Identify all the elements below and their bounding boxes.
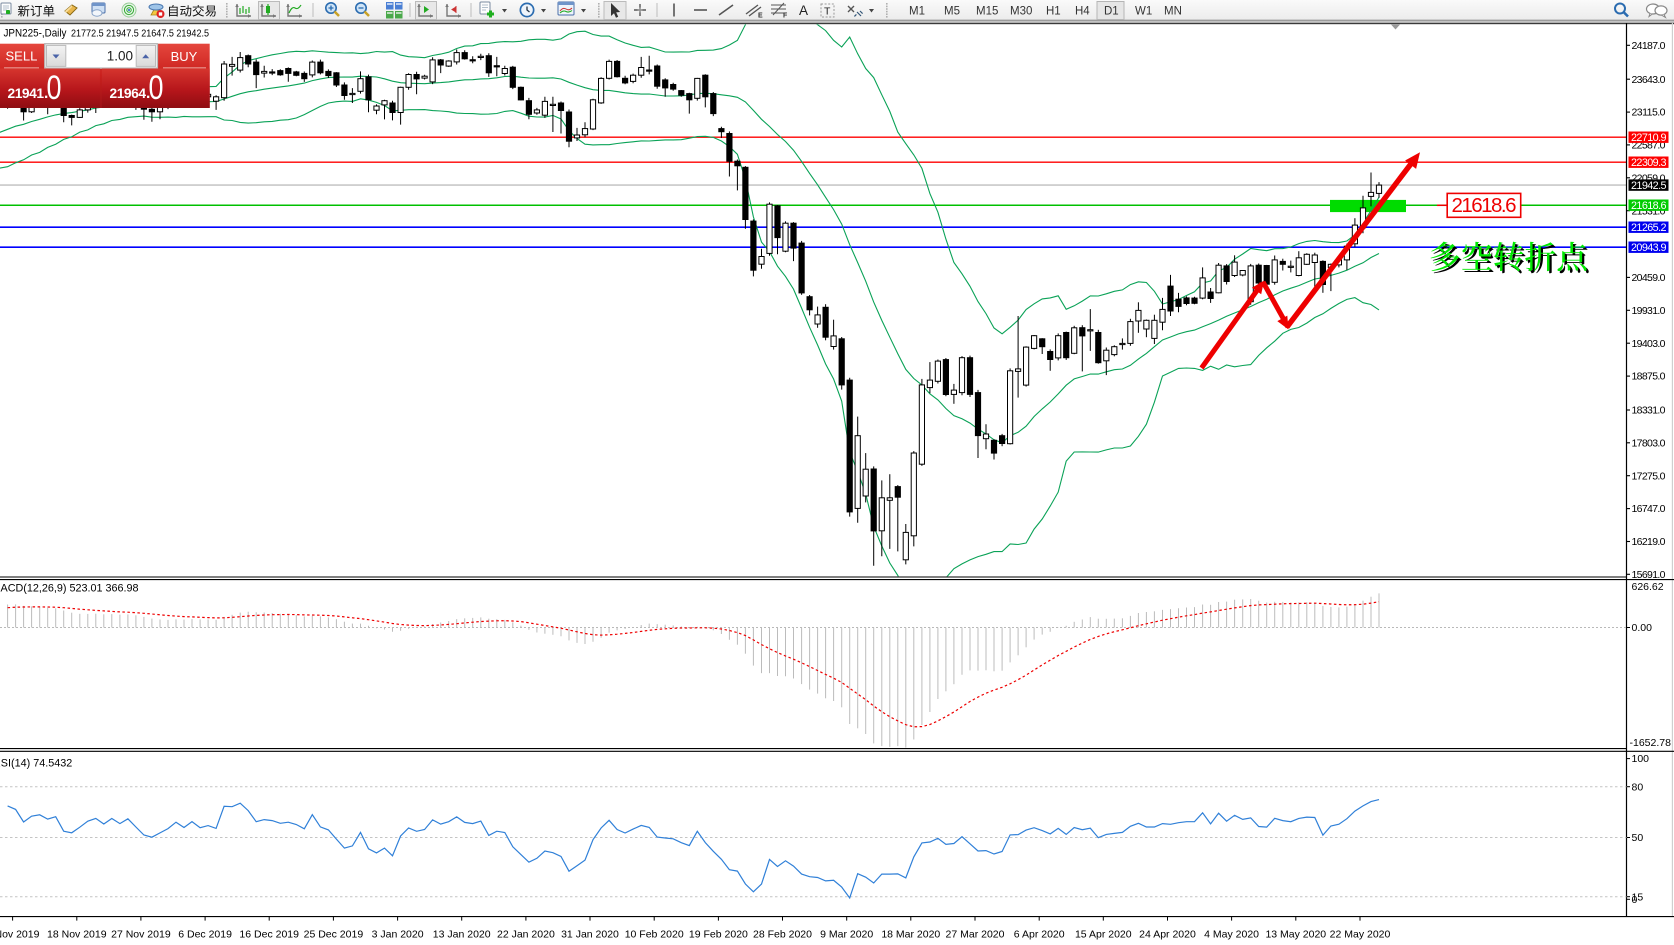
svg-text:17275.0: 17275.0 (1632, 470, 1666, 482)
svg-text:15 Apr 2020: 15 Apr 2020 (1075, 929, 1132, 941)
svg-text:MACD(12,26,9) 523.01 366.98: MACD(12,26,9) 523.01 366.98 (0, 583, 139, 595)
svg-text:MN: MN (1164, 6, 1182, 18)
svg-text:H1: H1 (1046, 6, 1061, 18)
svg-text:16 Dec 2019: 16 Dec 2019 (239, 929, 299, 941)
svg-text:25 Dec 2019: 25 Dec 2019 (304, 929, 364, 941)
svg-text:F: F (783, 13, 788, 20)
svg-text:18 Nov 2019: 18 Nov 2019 (47, 929, 107, 941)
svg-text:A: A (799, 3, 808, 18)
svg-text:15: 15 (1632, 891, 1644, 903)
svg-text:23115.0: 23115.0 (1632, 107, 1666, 119)
svg-text:24187.0: 24187.0 (1632, 40, 1666, 52)
svg-text:6 Apr 2020: 6 Apr 2020 (1014, 929, 1065, 941)
svg-text:20943.9: 20943.9 (1631, 242, 1667, 254)
svg-text:15691.0: 15691.0 (1632, 569, 1666, 581)
svg-text:8 Nov 2019: 8 Nov 2019 (0, 929, 40, 941)
svg-text:13 May 2020: 13 May 2020 (1265, 929, 1326, 941)
svg-text:0: 0 (149, 69, 164, 107)
svg-text:H4: H4 (1075, 6, 1090, 18)
svg-text:.: . (44, 85, 48, 102)
svg-text:E: E (758, 13, 763, 20)
svg-text:19403.0: 19403.0 (1632, 338, 1666, 350)
svg-text:9 Mar 2020: 9 Mar 2020 (820, 929, 873, 941)
svg-text:0.00: 0.00 (1632, 622, 1653, 634)
svg-text:27 Nov 2019: 27 Nov 2019 (111, 929, 171, 941)
svg-text:1.00: 1.00 (107, 49, 133, 64)
svg-text:W1: W1 (1135, 6, 1152, 18)
svg-text:19931.0: 19931.0 (1632, 305, 1666, 317)
svg-text:RSI(14) 74.5432: RSI(14) 74.5432 (0, 758, 72, 770)
svg-text:SELL: SELL (6, 48, 38, 63)
svg-text:31 Jan 2020: 31 Jan 2020 (561, 929, 619, 941)
svg-text:M15: M15 (976, 6, 998, 18)
svg-text:22309.3: 22309.3 (1631, 157, 1667, 169)
svg-text:24 Apr 2020: 24 Apr 2020 (1139, 929, 1196, 941)
svg-text:23643.0: 23643.0 (1632, 74, 1666, 86)
svg-text:10 Feb 2020: 10 Feb 2020 (625, 929, 684, 941)
svg-text:18 Mar 2020: 18 Mar 2020 (881, 929, 940, 941)
svg-text:M5: M5 (944, 6, 960, 18)
svg-text:80: 80 (1632, 781, 1644, 793)
svg-text:21964: 21964 (110, 86, 147, 101)
svg-text:50: 50 (1632, 832, 1644, 844)
svg-text:16219.0: 16219.0 (1632, 536, 1666, 548)
svg-text:22 May 2020: 22 May 2020 (1330, 929, 1391, 941)
svg-text:100: 100 (1632, 753, 1650, 765)
svg-text:JPN225-,Daily: JPN225-,Daily (4, 27, 68, 39)
svg-text:6 Dec 2019: 6 Dec 2019 (178, 929, 232, 941)
svg-text:18331.0: 18331.0 (1632, 405, 1666, 417)
svg-text:21618.6: 21618.6 (1452, 194, 1517, 217)
svg-text:0: 0 (47, 69, 62, 107)
svg-text:M1: M1 (909, 6, 925, 18)
svg-text:19 Feb 2020: 19 Feb 2020 (689, 929, 748, 941)
svg-text:D1: D1 (1104, 6, 1119, 18)
svg-text:17803.0: 17803.0 (1632, 437, 1666, 449)
svg-text:M30: M30 (1010, 6, 1032, 18)
svg-text:4 May 2020: 4 May 2020 (1204, 929, 1259, 941)
svg-text:BUY: BUY (171, 49, 198, 64)
svg-text:21265.2: 21265.2 (1631, 222, 1667, 234)
svg-text:21942.5: 21942.5 (1631, 180, 1667, 192)
svg-text:3 Jan 2020: 3 Jan 2020 (372, 929, 424, 941)
svg-text:22710.9: 22710.9 (1631, 132, 1667, 144)
svg-text:13 Jan 2020: 13 Jan 2020 (433, 929, 491, 941)
svg-text:21772.5 21947.5 21647.5 21942.: 21772.5 21947.5 21647.5 21942.5 (71, 28, 209, 39)
svg-text:0: 0 (1632, 894, 1638, 906)
svg-text:-1652.78: -1652.78 (1630, 737, 1672, 749)
svg-text:626.62: 626.62 (1632, 581, 1664, 593)
svg-text:21618.6: 21618.6 (1631, 200, 1667, 212)
svg-text:T: T (824, 6, 831, 18)
svg-text:20459.0: 20459.0 (1632, 272, 1666, 284)
svg-text:.: . (146, 85, 150, 102)
svg-text:28 Feb 2020: 28 Feb 2020 (753, 929, 812, 941)
svg-text:22 Jan 2020: 22 Jan 2020 (497, 929, 555, 941)
svg-text:16747.0: 16747.0 (1632, 503, 1666, 515)
svg-text:27 Mar 2020: 27 Mar 2020 (946, 929, 1005, 941)
svg-text:21941: 21941 (8, 86, 45, 101)
svg-text:18875.0: 18875.0 (1632, 371, 1666, 383)
